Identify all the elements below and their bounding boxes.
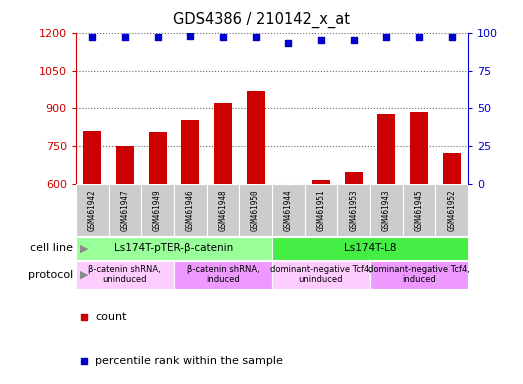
Text: count: count (95, 312, 127, 322)
Text: percentile rank within the sample: percentile rank within the sample (95, 356, 283, 366)
Text: GDS4386 / 210142_x_at: GDS4386 / 210142_x_at (173, 12, 350, 28)
Bar (76, 261, 174, 289)
Bar (207, 184, 239, 236)
Bar (76, 237, 272, 260)
Bar (214, 103, 232, 336)
Bar (149, 132, 166, 336)
Text: dominant-negative Tcf4,
uninduced: dominant-negative Tcf4, uninduced (270, 265, 372, 285)
Text: GSM461950: GSM461950 (251, 190, 260, 231)
Bar (174, 184, 207, 236)
Point (153, 34, 162, 40)
Bar (370, 184, 403, 236)
Bar (247, 91, 265, 336)
Point (79, 314, 88, 320)
Bar (337, 184, 370, 236)
Point (186, 33, 195, 39)
Text: β-catenin shRNA,
induced: β-catenin shRNA, induced (187, 265, 259, 285)
Text: GSM461949: GSM461949 (153, 190, 162, 231)
Bar (272, 261, 370, 289)
Bar (435, 184, 468, 236)
Point (349, 37, 358, 43)
Text: GSM461944: GSM461944 (284, 190, 293, 231)
Point (448, 34, 456, 40)
Point (415, 34, 423, 40)
Point (88, 34, 96, 40)
Bar (410, 112, 428, 336)
Bar (312, 180, 330, 336)
Bar (109, 184, 141, 236)
Bar (272, 237, 468, 260)
Text: GSM461942: GSM461942 (88, 190, 97, 231)
Text: GSM461953: GSM461953 (349, 190, 358, 231)
Text: β-catenin shRNA,
uninduced: β-catenin shRNA, uninduced (88, 265, 161, 285)
Bar (272, 184, 304, 236)
Bar (304, 184, 337, 236)
Point (252, 34, 260, 40)
Text: dominant-negative Tcf4,
induced: dominant-negative Tcf4, induced (368, 265, 470, 285)
Bar (174, 261, 272, 289)
Bar (279, 184, 297, 336)
Text: protocol: protocol (28, 270, 73, 280)
Text: GSM461947: GSM461947 (120, 190, 129, 231)
Text: GSM461951: GSM461951 (316, 190, 325, 231)
Text: Ls174T-pTER-β-catenin: Ls174T-pTER-β-catenin (114, 243, 234, 253)
Text: ▶: ▶ (80, 243, 88, 253)
Bar (443, 153, 461, 336)
Bar (76, 184, 109, 236)
Text: GSM461945: GSM461945 (415, 190, 424, 231)
Bar (181, 120, 199, 336)
Bar (370, 261, 468, 289)
Point (79, 358, 88, 364)
Bar (116, 146, 134, 336)
Text: ▶: ▶ (80, 270, 88, 280)
Text: cell line: cell line (30, 243, 73, 253)
Bar (345, 172, 362, 336)
Bar (403, 184, 435, 236)
Point (317, 37, 325, 43)
Text: GSM461946: GSM461946 (186, 190, 195, 231)
Bar (239, 184, 272, 236)
Text: GSM461943: GSM461943 (382, 190, 391, 231)
Point (284, 40, 292, 46)
Bar (378, 114, 395, 336)
Point (121, 34, 129, 40)
Text: GSM461952: GSM461952 (447, 190, 456, 231)
Bar (83, 131, 101, 336)
Bar (141, 184, 174, 236)
Text: GSM461948: GSM461948 (219, 190, 228, 231)
Text: Ls174T-L8: Ls174T-L8 (344, 243, 396, 253)
Point (382, 34, 391, 40)
Point (219, 34, 227, 40)
